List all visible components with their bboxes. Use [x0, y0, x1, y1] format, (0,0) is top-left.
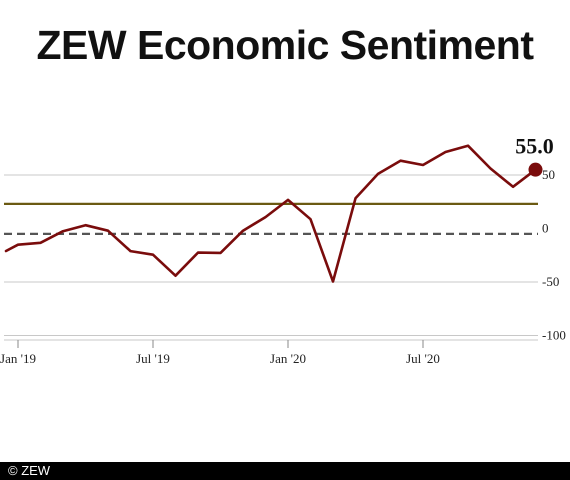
grid-lines [4, 174, 538, 336]
chart-title: ZEW Economic Sentiment [36, 22, 535, 68]
y-tick-label: 50 [542, 167, 555, 182]
last-value-marker [528, 162, 543, 177]
last-value-label: 55.0 [515, 134, 554, 159]
x-tick-label: Jan '19 [0, 351, 36, 366]
x-tick-label: Jul '19 [136, 351, 170, 366]
y-tick-label: -100 [542, 328, 566, 343]
y-tick-label: -50 [542, 274, 559, 289]
series-layer [4, 144, 537, 283]
x-axis: Jan '19 Jul '19 Jan '20 Jul '20 [0, 339, 538, 366]
reference-lines [4, 202, 538, 235]
copyright-footer: © ZEW [0, 462, 570, 480]
series-line [4, 144, 537, 283]
y-axis: 50 0 -50 -100 [542, 167, 566, 343]
annotation-layer: 55.0 [515, 134, 554, 177]
x-tick-label: Jul '20 [406, 351, 440, 366]
y-tick-label: 0 [542, 221, 549, 236]
x-tick-label: Jan '20 [270, 351, 306, 366]
